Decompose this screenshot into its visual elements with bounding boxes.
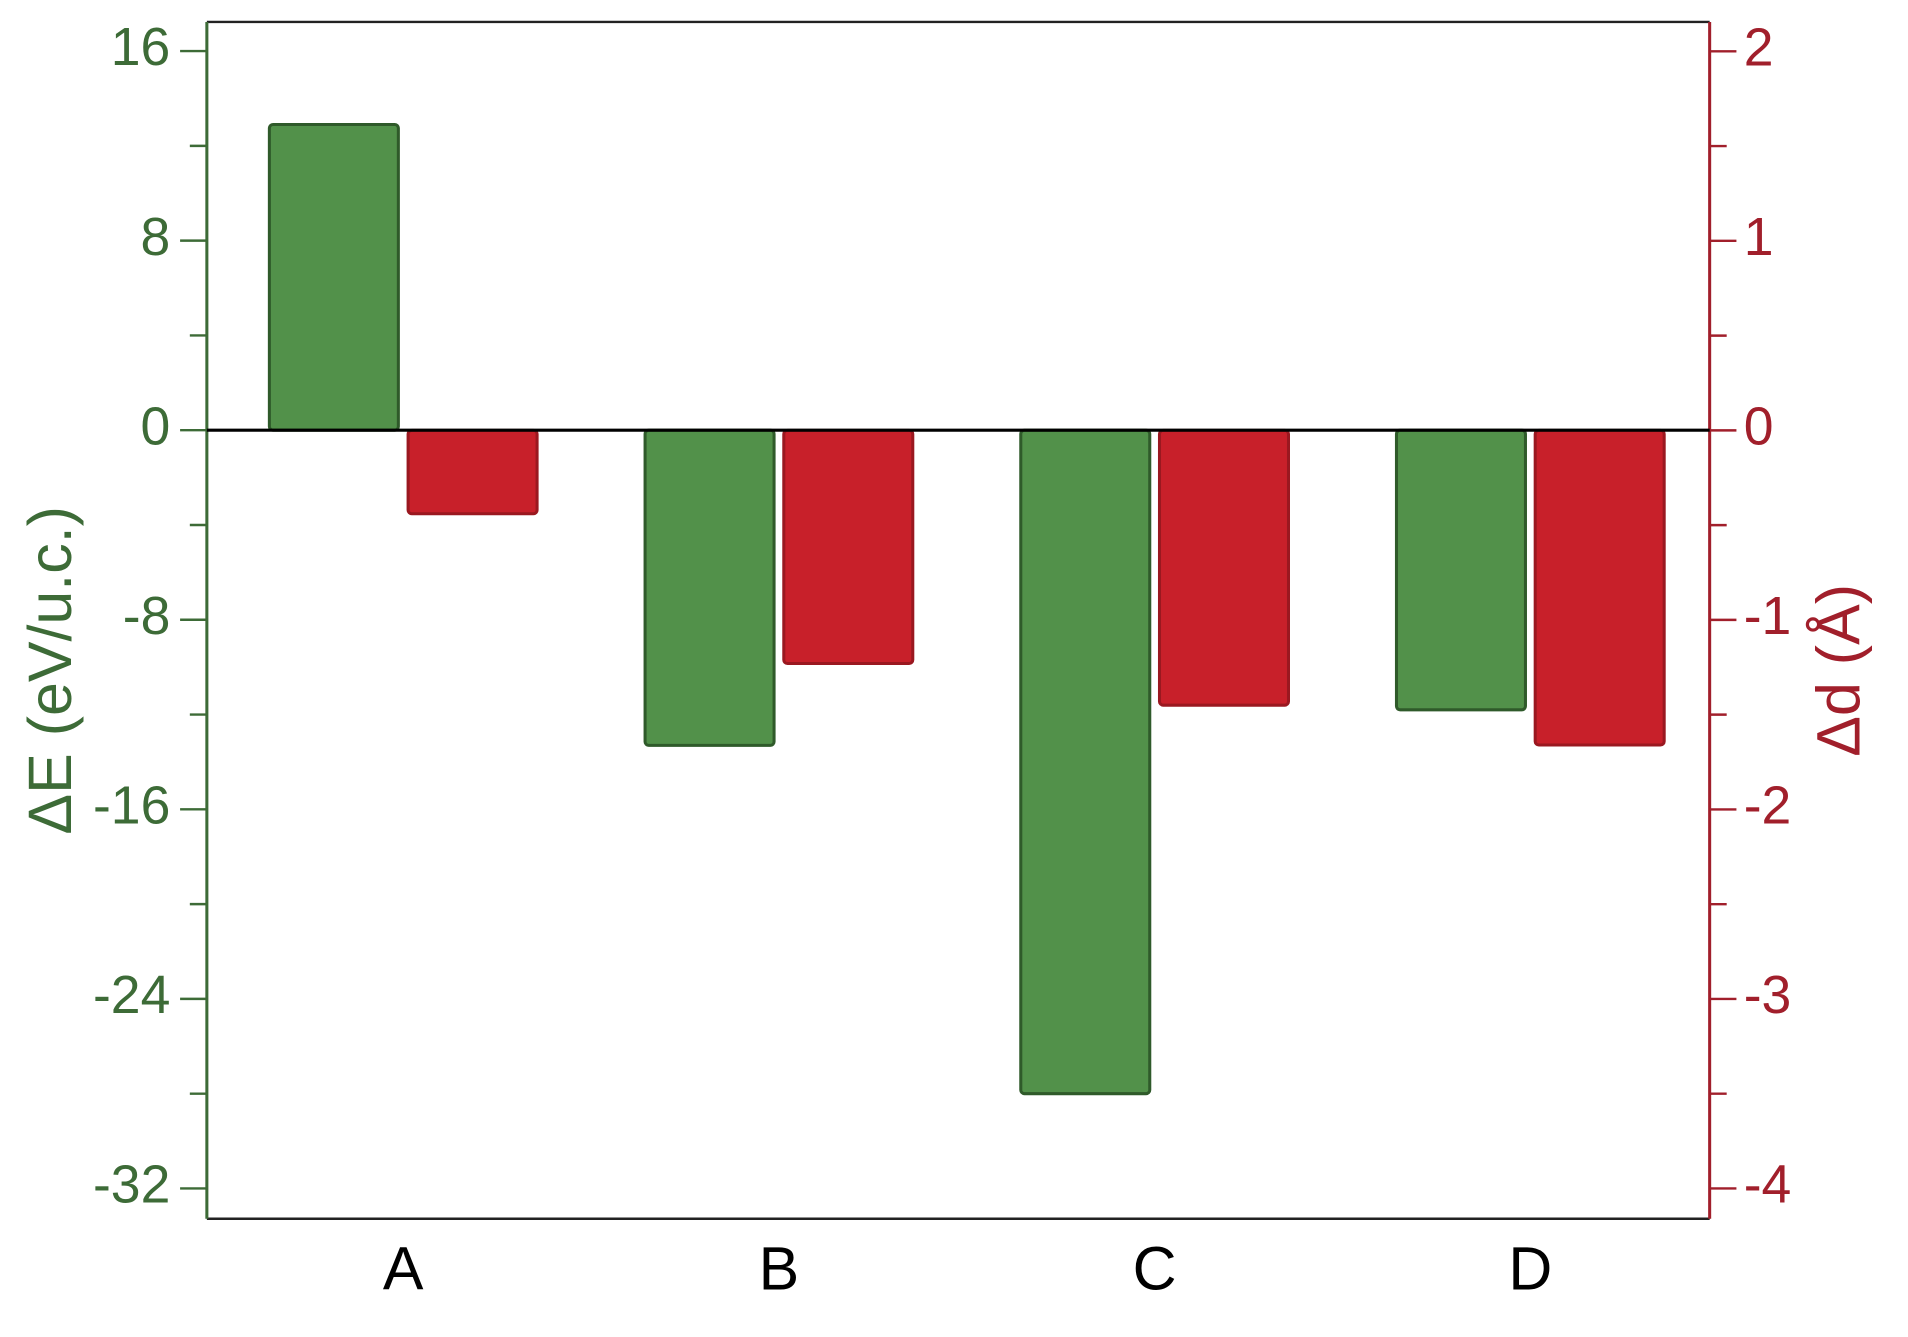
y-tick-label: -32	[93, 1155, 170, 1215]
bar	[782, 428, 915, 665]
x-tick-label: B	[759, 1235, 800, 1303]
y2-tick-label: -1	[1744, 586, 1792, 646]
y-tick-label: -24	[93, 965, 170, 1025]
y2-tick-label: -2	[1744, 776, 1792, 836]
bar	[1157, 428, 1290, 707]
x-tick-label: C	[1133, 1235, 1177, 1303]
y2-tick-label: 2	[1744, 17, 1774, 77]
y2-axis-label: Δd (Å)	[1805, 584, 1873, 757]
y2-tick-label: -4	[1744, 1155, 1792, 1215]
x-tick-label: D	[1508, 1235, 1552, 1303]
bar	[643, 428, 776, 747]
bar	[406, 428, 539, 516]
y2-tick-label: 1	[1744, 207, 1774, 267]
y-tick-label: 8	[141, 207, 171, 267]
y2-tick-label: -3	[1744, 965, 1792, 1025]
x-tick-label: A	[383, 1235, 424, 1303]
y-axis-label: ΔE (eV/u.c.)	[16, 506, 84, 834]
bar	[267, 123, 400, 432]
y-tick-label: -16	[93, 775, 170, 835]
y-tick-label: -8	[123, 586, 171, 646]
bar	[1394, 428, 1527, 712]
bar	[1533, 428, 1666, 747]
y2-tick-label: 0	[1744, 396, 1774, 456]
y-tick-label: 16	[111, 17, 171, 77]
bar	[1019, 428, 1152, 1096]
y-tick-label: 0	[141, 396, 171, 456]
